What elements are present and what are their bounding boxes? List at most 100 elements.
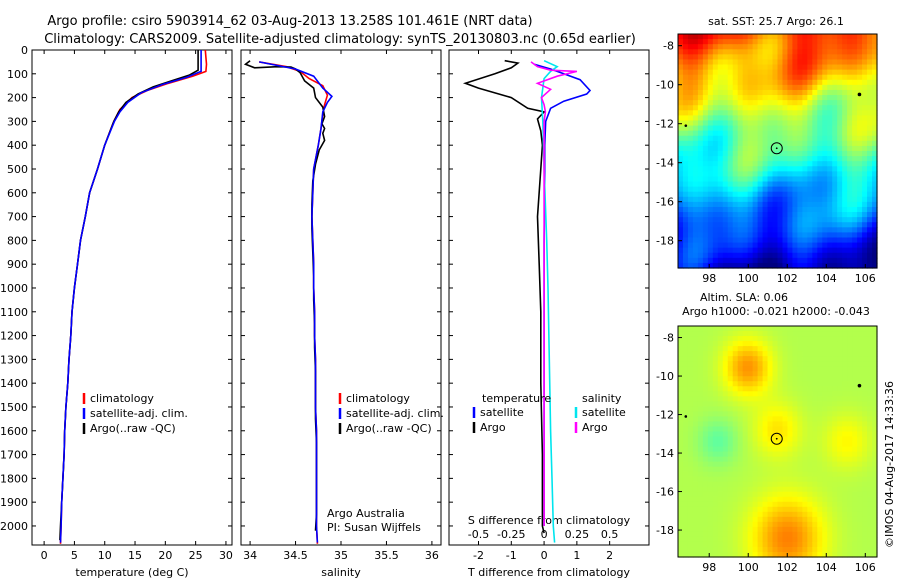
heatmap-cell <box>742 531 749 538</box>
heatmap-cell <box>847 506 853 513</box>
heatmap-cell <box>797 471 803 478</box>
heatmap-cell <box>807 100 813 106</box>
heatmap-cell <box>762 536 769 543</box>
heatmap-cell <box>862 247 868 254</box>
heatmap-cell <box>832 421 838 428</box>
heatmap-cell <box>862 84 868 91</box>
heatmap-cell <box>697 196 704 203</box>
heatmap-cell <box>862 421 868 428</box>
heatmap-cell <box>772 541 779 548</box>
heatmap-cell <box>767 191 774 198</box>
heatmap-cell <box>762 546 769 553</box>
heatmap-cell <box>832 461 838 468</box>
heatmap-cell <box>862 44 868 50</box>
heatmap-cell <box>767 64 774 71</box>
heatmap-cell <box>678 521 684 528</box>
heatmap-cell <box>862 196 868 203</box>
heatmap-cell <box>678 386 684 392</box>
heatmap-cell <box>707 541 714 548</box>
heatmap-cell <box>707 546 714 553</box>
heatmap-cell <box>687 481 694 488</box>
heatmap-cell <box>737 140 744 147</box>
heatmap-cell <box>772 421 779 428</box>
heatmap-cell <box>722 145 729 152</box>
heatmap-cell <box>847 446 853 453</box>
heatmap-cell <box>722 201 729 208</box>
heatmap-cell <box>757 130 764 137</box>
heatmap-cell <box>822 391 828 397</box>
heatmap-cell <box>777 135 784 142</box>
heatmap-cell <box>767 371 774 377</box>
heatmap-cell <box>777 381 784 387</box>
heatmap-cell <box>707 491 714 498</box>
heatmap-cell <box>697 39 704 45</box>
heatmap-cell <box>817 89 823 96</box>
heatmap-cell <box>722 95 729 101</box>
heatmap-cell <box>782 411 789 417</box>
heatmap-cell <box>797 516 803 523</box>
heatmap-cell <box>742 217 749 223</box>
heatmap-cell <box>842 506 848 513</box>
heatmap-cell <box>857 346 863 352</box>
heatmap-cell <box>867 371 873 377</box>
heatmap-cell <box>702 232 709 239</box>
heatmap-cell <box>832 536 838 543</box>
s-tick-label: -0.25 <box>497 528 525 541</box>
heatmap-cell <box>862 222 868 228</box>
heatmap-cell <box>822 406 828 412</box>
heatmap-cell <box>747 237 754 244</box>
heatmap-cell <box>817 386 823 392</box>
heatmap-cell <box>872 471 878 478</box>
heatmap-cell <box>782 326 789 332</box>
heatmap-cell <box>857 151 863 157</box>
heatmap-cell <box>812 64 818 71</box>
heatmap-cell <box>712 105 719 111</box>
heatmap-cell <box>857 496 863 503</box>
heatmap-cell <box>872 361 878 367</box>
heatmap-cell <box>832 426 838 433</box>
heatmap-cell <box>802 461 808 468</box>
heatmap-cell <box>812 74 818 81</box>
heatmap-cell <box>762 411 769 417</box>
heatmap-cell <box>852 59 858 66</box>
heatmap-cell <box>707 105 714 111</box>
heatmap-cell <box>707 336 714 342</box>
heatmap-cell <box>817 521 823 528</box>
heatmap-cell <box>702 391 709 397</box>
heatmap-cell <box>797 125 803 132</box>
heatmap-cell <box>782 39 789 45</box>
heatmap-cell <box>777 186 784 193</box>
heatmap-cell <box>737 44 744 50</box>
heatmap-cell <box>757 386 764 392</box>
heatmap-cell <box>867 346 873 352</box>
heatmap-cell <box>817 232 823 239</box>
heatmap-cell <box>742 431 749 438</box>
heatmap-cell <box>697 441 704 448</box>
heatmap-cell <box>687 140 694 147</box>
heatmap-cell <box>862 110 868 116</box>
heatmap-cell <box>767 476 774 483</box>
heatmap-cell <box>777 421 784 428</box>
heatmap-cell <box>837 39 843 45</box>
heatmap-cell <box>747 247 754 254</box>
heatmap-cell <box>837 217 843 223</box>
heatmap-cell <box>767 120 774 127</box>
heatmap-cell <box>762 44 769 50</box>
heatmap-cell <box>742 386 749 392</box>
heatmap-cell <box>837 74 843 81</box>
heatmap-cell <box>692 105 699 111</box>
heatmap-cell <box>832 546 838 553</box>
heatmap-cell <box>757 176 764 183</box>
heatmap-cell <box>852 252 858 259</box>
heatmap-cell <box>687 386 694 392</box>
heatmap-cell <box>682 125 689 132</box>
heatmap-cell <box>747 406 754 412</box>
heatmap-cell <box>722 436 729 443</box>
heatmap-cell <box>767 100 774 106</box>
heatmap-cell <box>717 156 724 162</box>
heatmap-cell <box>707 496 714 503</box>
heatmap-cell <box>692 135 699 142</box>
heatmap-cell <box>832 110 838 116</box>
heatmap-cell <box>722 411 729 417</box>
heatmap-cell <box>872 34 878 40</box>
